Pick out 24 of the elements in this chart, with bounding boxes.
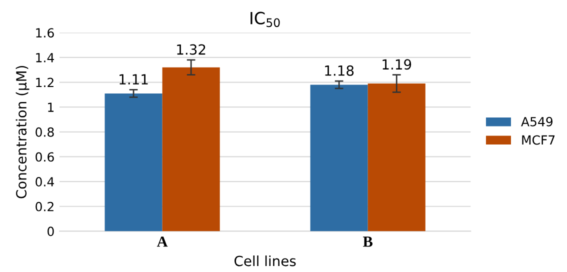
bar [104,93,162,232]
legend-label: A549 [521,116,552,126]
bar [310,84,368,232]
y-axis-title: Concentration (µM) [16,66,30,198]
y-tick-label: 0.2 [36,202,54,212]
data-label: 1.11 [120,74,148,84]
y-tick-label: 1.6 [36,28,54,38]
x-tick-label: A [156,236,168,247]
bar [368,84,426,232]
legend-label: MCF7 [522,135,555,145]
y-tick-label: 0.4 [36,177,54,186]
data-label: 1.19 [382,59,412,70]
data-label: 1.32 [177,44,206,55]
x-tick-label: B [363,236,373,247]
bar [162,67,220,232]
x-axis-title: Cell lines [234,255,296,266]
y-tick-label: 0.8 [36,127,54,137]
y-tick-label: 1.2 [36,78,54,88]
data-label: 1.18 [325,65,354,76]
y-tick-label: 0 [48,226,54,236]
y-tick-label: 1 [48,102,54,112]
chart-title: IC$_{50}$ [250,12,280,28]
y-tick-label: 0.6 [36,152,54,162]
y-tick-label: 1.4 [36,53,54,62]
